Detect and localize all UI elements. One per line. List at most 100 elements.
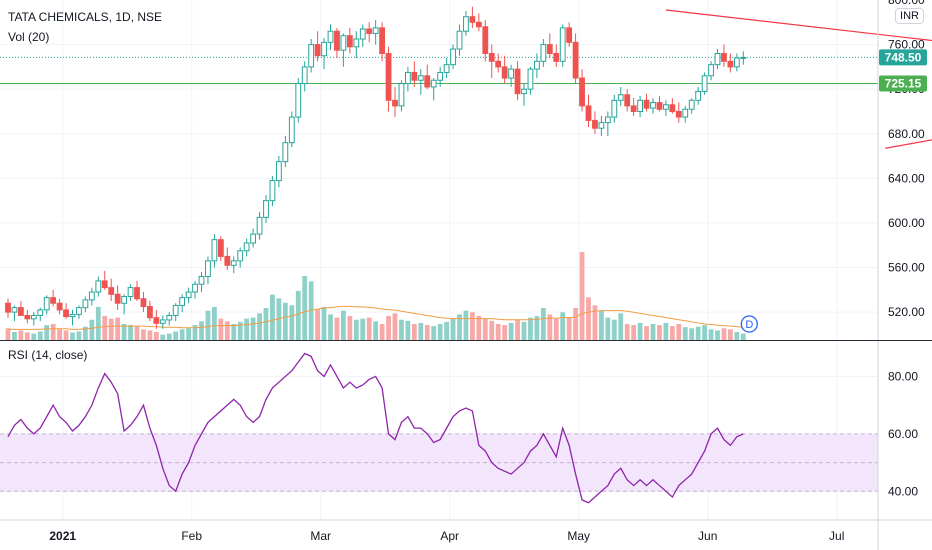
volume-bar bbox=[205, 310, 211, 340]
candle-body bbox=[714, 53, 721, 66]
volume-bar bbox=[521, 321, 527, 340]
candle-body bbox=[669, 104, 676, 112]
candle-body bbox=[366, 28, 373, 34]
candle-body bbox=[721, 53, 727, 62]
candle-body bbox=[43, 297, 50, 311]
candle-body bbox=[243, 242, 250, 252]
volume-bar bbox=[547, 314, 553, 340]
volume-bar bbox=[482, 318, 488, 340]
volume-bar bbox=[676, 324, 682, 340]
candle-body bbox=[269, 180, 276, 202]
volume-bar bbox=[650, 324, 656, 340]
price-badges: 748.50 725.15 bbox=[879, 49, 927, 92]
rsi-tick-label: 40.00 bbox=[888, 484, 918, 498]
candle-body bbox=[237, 250, 244, 262]
volume-ma-line bbox=[8, 305, 744, 330]
volume-bar bbox=[212, 306, 217, 340]
rsi-tick-label: 80.00 bbox=[888, 369, 918, 383]
price-tick-label: 680.00 bbox=[888, 127, 925, 141]
candle-body bbox=[314, 44, 321, 57]
volume-bar bbox=[515, 319, 520, 340]
time-tick-label: Jun bbox=[698, 529, 717, 543]
volume-bar bbox=[237, 321, 243, 340]
candle-body bbox=[30, 314, 37, 320]
price-badge-label: 748.50 bbox=[885, 50, 922, 64]
candle-body bbox=[153, 317, 160, 324]
rsi-tick-label: 60.00 bbox=[888, 427, 918, 441]
volume-legend: Vol (20) bbox=[8, 30, 50, 44]
candle-body bbox=[475, 21, 482, 28]
price-badge-label: 725.15 bbox=[885, 76, 922, 90]
volume-bar bbox=[192, 325, 198, 340]
candle-body bbox=[727, 60, 734, 68]
volume-bar bbox=[534, 316, 540, 340]
volume-bar bbox=[257, 313, 262, 340]
candle-body bbox=[230, 260, 237, 266]
volume-bar bbox=[431, 326, 437, 340]
volume-bar bbox=[63, 330, 69, 340]
volume-bar bbox=[553, 318, 559, 340]
candle-body bbox=[301, 66, 308, 85]
time-tick-label: Apr bbox=[440, 529, 459, 543]
volume-bar bbox=[224, 321, 230, 340]
candle-body bbox=[546, 44, 553, 55]
volume-bar bbox=[57, 329, 62, 340]
volume-bar bbox=[70, 332, 75, 340]
volume-bar bbox=[437, 324, 443, 340]
volume-bar bbox=[611, 319, 617, 340]
candle-body bbox=[185, 291, 192, 299]
volume-bar bbox=[540, 308, 546, 340]
candle-body bbox=[63, 309, 69, 318]
time-tick-label: 2021 bbox=[49, 529, 76, 543]
volume-bar bbox=[334, 317, 340, 340]
volume-bar bbox=[153, 332, 159, 340]
volume-bar bbox=[386, 316, 391, 340]
price-badge-box bbox=[879, 49, 927, 66]
candle-body bbox=[308, 44, 315, 68]
volume-bar bbox=[276, 298, 282, 340]
candle-body bbox=[495, 60, 502, 68]
volume-bar bbox=[573, 308, 578, 340]
price-axis-ticks: 520.00560.00600.00640.00680.00720.00760.… bbox=[888, 0, 925, 319]
candle-body bbox=[224, 255, 231, 266]
chart-title: TATA CHEMICALS, 1D, NSE bbox=[8, 10, 163, 24]
candle-body bbox=[675, 110, 682, 118]
candle-body bbox=[76, 307, 82, 315]
volume-bar bbox=[618, 313, 624, 340]
candle-body bbox=[166, 314, 173, 321]
rsi-axis-ticks: 40.00 60.00 80.00 bbox=[888, 369, 918, 498]
candle-body bbox=[488, 53, 495, 62]
time-tick-label: Feb bbox=[181, 529, 202, 543]
volume-bar bbox=[250, 317, 256, 340]
candle-body bbox=[24, 314, 31, 320]
volume-bar bbox=[353, 319, 359, 340]
candle-body bbox=[650, 102, 656, 109]
volume-bar bbox=[12, 332, 17, 340]
candle-body bbox=[733, 57, 740, 68]
candle-body bbox=[417, 75, 424, 81]
volume-bar bbox=[392, 313, 398, 340]
candle-body bbox=[598, 122, 605, 129]
volume-bar bbox=[134, 326, 140, 340]
volume-bar bbox=[18, 330, 24, 340]
candle-body bbox=[534, 60, 540, 70]
volume-bar bbox=[528, 317, 533, 340]
candle-body bbox=[572, 41, 579, 79]
candle-body bbox=[663, 104, 669, 110]
dividend-marker-label[interactable]: D bbox=[745, 319, 753, 331]
candle-body bbox=[430, 79, 437, 88]
volume-bar bbox=[637, 322, 643, 340]
candle-body bbox=[740, 56, 747, 59]
candle-body bbox=[411, 71, 418, 81]
dividend-marker-circle[interactable] bbox=[740, 315, 758, 333]
volume-bar bbox=[721, 328, 727, 340]
currency-label[interactable]: INR bbox=[895, 8, 924, 24]
candle-body bbox=[372, 27, 379, 34]
candle-body bbox=[327, 30, 334, 43]
volume-bar bbox=[76, 331, 82, 340]
candle-body bbox=[56, 302, 63, 311]
candle-body bbox=[469, 16, 476, 23]
volume-bar bbox=[470, 312, 475, 340]
dividend-marker[interactable]: D bbox=[740, 315, 758, 333]
candle-body bbox=[159, 319, 166, 324]
